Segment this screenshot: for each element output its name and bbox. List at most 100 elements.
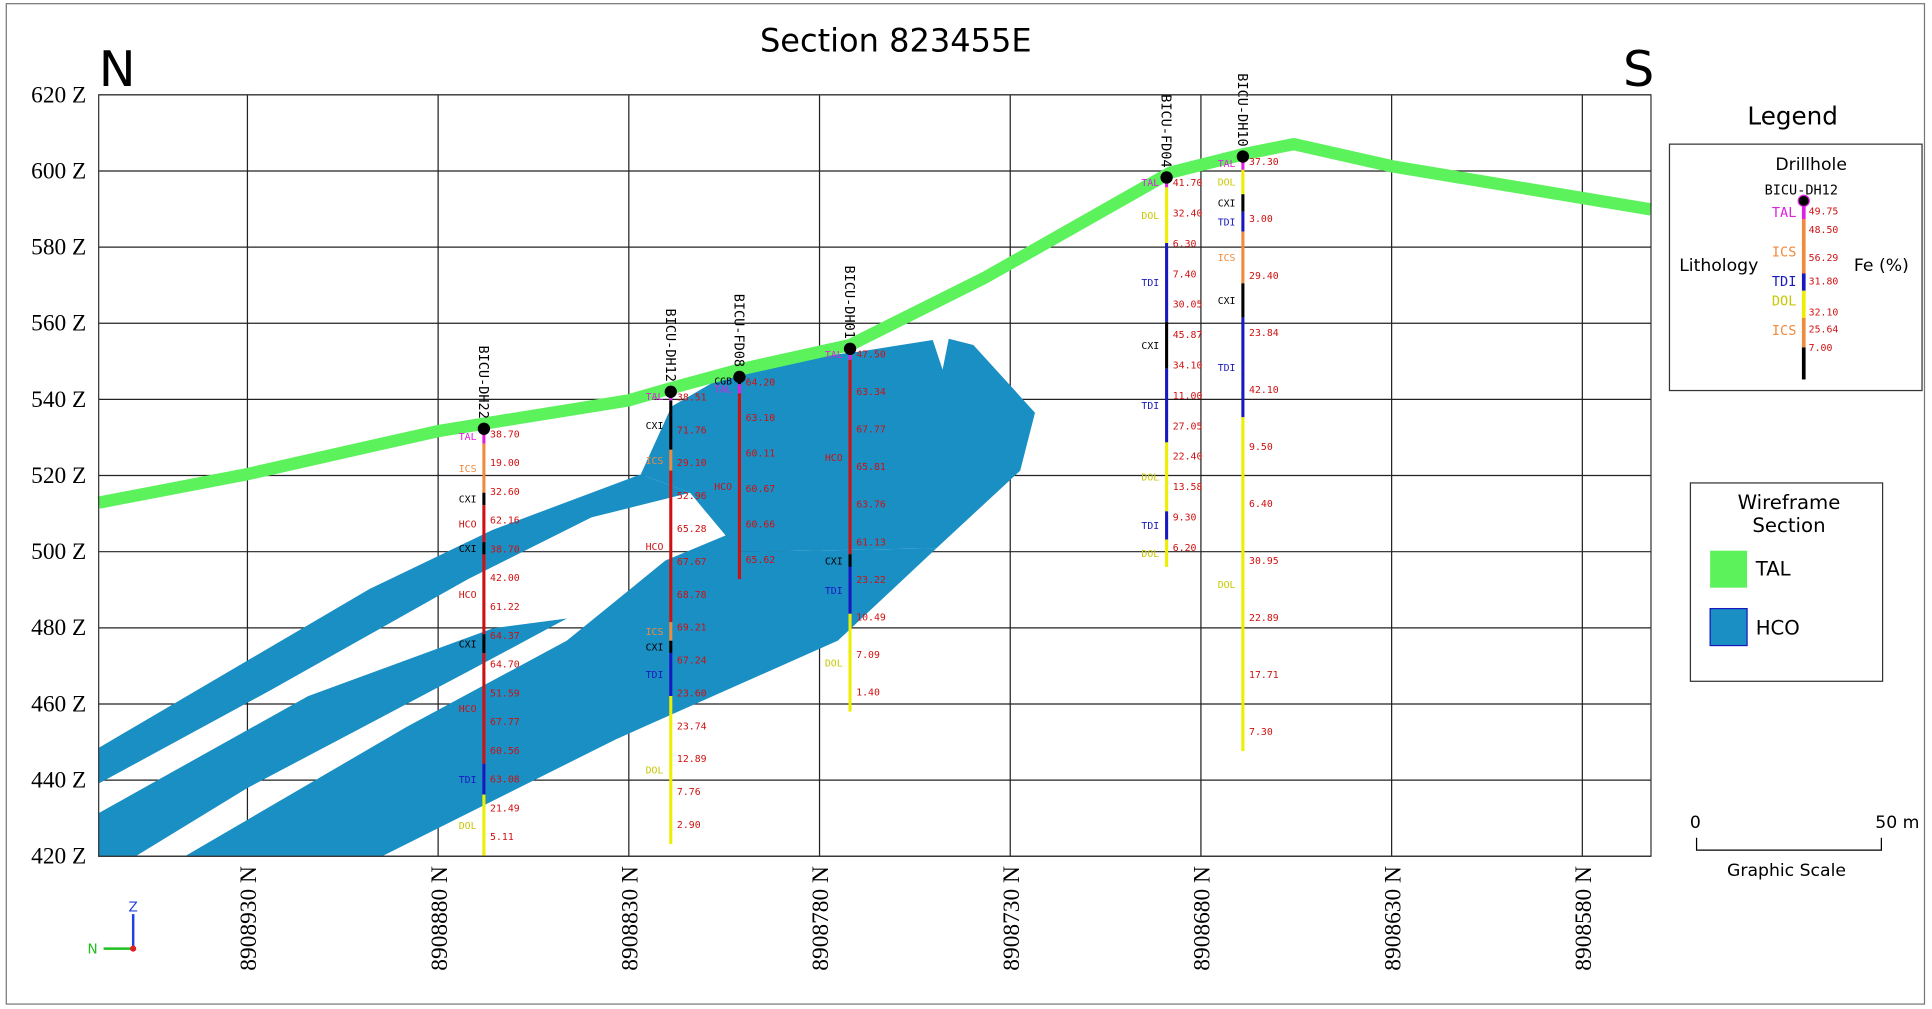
- fe-label: 1.40: [856, 688, 880, 699]
- fe-label: 9.30: [1173, 512, 1197, 523]
- legend-fe: 48.50: [1809, 225, 1839, 236]
- z-tick-label: 560 Z: [31, 311, 86, 337]
- fe-label: 7.40: [1173, 269, 1197, 280]
- fe-label: 51.59: [490, 688, 520, 699]
- fe-label: 63.34: [856, 387, 886, 398]
- fe-label: 11.00: [1173, 391, 1203, 402]
- lith-label: TDI: [1141, 278, 1159, 289]
- legend-hole-name: BICU-DH12: [1765, 183, 1838, 199]
- fe-label: 27.05: [1173, 421, 1203, 432]
- fe-label: 52.96: [677, 491, 707, 502]
- fe-label: 67.67: [677, 557, 707, 568]
- lith-label: ICS: [459, 464, 477, 475]
- lith-label: DOL: [646, 766, 664, 777]
- fe-label: 32.40: [1173, 208, 1203, 219]
- lith-label: TAL: [714, 384, 732, 395]
- legend-fe: 32.10: [1809, 307, 1839, 318]
- lith-label: CXI: [459, 639, 477, 650]
- collar: [733, 370, 746, 384]
- fe-label: 37.30: [1249, 157, 1279, 168]
- wireframe-legend-title: Section: [1752, 514, 1825, 537]
- lith-label: TAL: [459, 432, 477, 443]
- lith-label: CXI: [646, 643, 664, 654]
- hole-name: BICU-DH22: [475, 345, 491, 418]
- fe-label: 47.50: [856, 349, 886, 360]
- fe-label: 30.05: [1173, 300, 1203, 311]
- legend-swatch: [1709, 607, 1748, 647]
- lith-label: DOL: [1218, 178, 1236, 189]
- z-tick-label: 440 Z: [31, 767, 86, 793]
- fe-label: 23.74: [677, 721, 707, 732]
- lith-label: TAL: [825, 350, 843, 361]
- lith-label: DOL: [1218, 580, 1236, 591]
- lith-label: CXI: [459, 544, 477, 555]
- fe-label: 6.40: [1249, 499, 1273, 510]
- lith-label: DOL: [1141, 473, 1159, 484]
- hole-name: BICU-DH12: [662, 309, 678, 382]
- lith-label: CXI: [1218, 199, 1236, 210]
- fe-label: 42.10: [1249, 385, 1279, 396]
- fe-label: 10.49: [856, 612, 886, 623]
- fe-label: 69.21: [677, 623, 707, 634]
- lith-label: TDI: [1141, 401, 1159, 412]
- n-tick-label: 8908630 N: [1380, 866, 1406, 971]
- legend-fe: 7.00: [1809, 343, 1833, 354]
- z-tick-label: 620 Z: [31, 82, 86, 108]
- fe-label: 32.60: [490, 487, 520, 498]
- fe-label: 23.84: [1249, 328, 1279, 339]
- lith-label: CXI: [1218, 296, 1236, 307]
- fe-label: 65.81: [856, 462, 886, 473]
- legend-fe-title: Fe (%): [1854, 256, 1909, 276]
- fe-label: 29.10: [677, 458, 707, 469]
- fe-label: 21.49: [490, 803, 520, 814]
- plot-border: [98, 94, 1652, 857]
- legend-title: Legend: [1747, 101, 1837, 130]
- scale-bar: [1695, 837, 1882, 851]
- legend-lith: TAL: [1772, 205, 1796, 221]
- z-tick-label: 460 Z: [31, 691, 86, 717]
- legend-fe: 49.75: [1809, 206, 1839, 217]
- z-tick-label: 580 Z: [31, 235, 86, 261]
- fe-label: 23.22: [856, 575, 886, 586]
- lith-label: TDI: [1218, 363, 1236, 374]
- lith-label: CGB: [714, 376, 732, 387]
- scale-end: 50 m: [1875, 813, 1919, 833]
- fe-label: 61.13: [856, 537, 886, 548]
- lith-label: TDI: [825, 586, 843, 597]
- fe-label: 12.89: [677, 754, 707, 765]
- lith-label: TAL: [646, 392, 664, 403]
- legend-fe: 25.64: [1809, 325, 1839, 336]
- south-label: S: [1623, 40, 1654, 98]
- legend-lithology: Lithology: [1679, 256, 1758, 276]
- z-tick-label: 480 Z: [31, 615, 86, 641]
- scale-start: 0: [1690, 813, 1701, 833]
- fe-label: 22.89: [1249, 613, 1279, 624]
- fe-label: 23.60: [677, 688, 707, 699]
- lith-label: ICS: [1218, 253, 1236, 264]
- fe-label: 9.50: [1249, 442, 1273, 453]
- fe-label: 7.30: [1249, 727, 1273, 738]
- lith-label: DOL: [1141, 211, 1159, 222]
- hole-name: BICU-DH10: [1234, 73, 1250, 146]
- z-tick-label: 540 Z: [31, 387, 86, 413]
- fe-label: 65.62: [746, 555, 776, 566]
- legend-box: [1668, 143, 1923, 392]
- north-label: N: [99, 40, 136, 98]
- legend-item: HCO: [1756, 616, 1800, 639]
- lith-label: CXI: [646, 421, 664, 432]
- legend-drillhole: Drillhole: [1775, 155, 1847, 175]
- fe-label: 5.11: [490, 832, 514, 843]
- lith-label: DOL: [825, 658, 843, 669]
- collar: [1236, 150, 1250, 163]
- lith-label: HCO: [646, 542, 664, 553]
- fe-label: 60.66: [746, 520, 776, 531]
- fe-label: 30.95: [1249, 556, 1279, 567]
- wireframe-legend-box: [1689, 482, 1884, 682]
- z-tick-label: 500 Z: [31, 539, 86, 565]
- fe-label: 63.08: [490, 775, 520, 786]
- lith-label: CXI: [825, 556, 843, 567]
- legend-lith: ICS: [1772, 323, 1796, 339]
- lith-label: HCO: [459, 519, 477, 530]
- hole-name: BICU-FD04: [1158, 94, 1174, 167]
